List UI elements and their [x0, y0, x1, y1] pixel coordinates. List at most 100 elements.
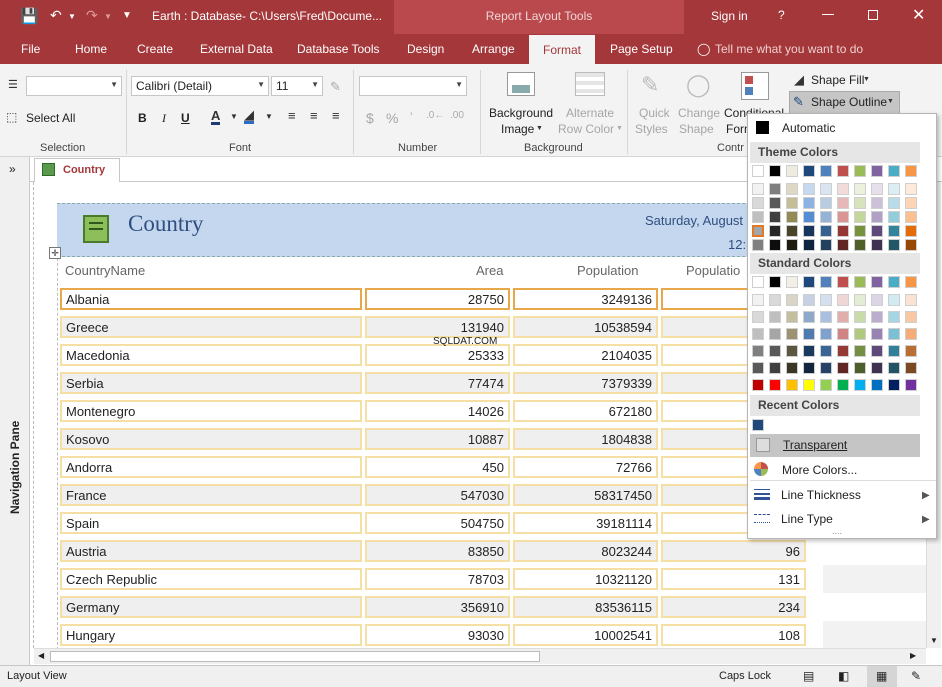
- report-view-icon[interactable]: ▤: [803, 669, 815, 683]
- standard-color-swatch[interactable]: [820, 328, 832, 340]
- undo-icon[interactable]: ↶: [50, 7, 62, 23]
- recent-color-swatch[interactable]: [752, 419, 764, 431]
- theme-color-swatch[interactable]: [752, 239, 764, 251]
- area-cell[interactable]: 28750: [365, 288, 510, 310]
- theme-color-swatch[interactable]: [905, 197, 917, 209]
- tab-database-tools[interactable]: Database Tools: [297, 42, 380, 56]
- theme-color-swatch[interactable]: [769, 225, 781, 237]
- country-name-cell[interactable]: Spain: [60, 512, 362, 534]
- report-date[interactable]: Saturday, August: [645, 213, 744, 228]
- minimize-icon[interactable]: [822, 14, 834, 15]
- tab-design[interactable]: Design: [407, 42, 445, 56]
- standard-color-swatch[interactable]: [871, 311, 883, 323]
- restore-icon[interactable]: [868, 10, 878, 20]
- standard-color-swatch[interactable]: [752, 276, 764, 288]
- report-title[interactable]: Country: [128, 211, 204, 236]
- standard-color-swatch[interactable]: [820, 294, 832, 306]
- font-size-dropdown[interactable]: 11 ▼: [271, 76, 323, 96]
- standard-color-swatch[interactable]: [803, 294, 815, 306]
- tab-home[interactable]: Home: [75, 42, 108, 56]
- menu-resize-grip[interactable]: ....: [832, 526, 843, 536]
- table-row[interactable]: Serbia 77474 7379339: [60, 370, 810, 396]
- table-row[interactable]: Greece 131940 10538594: [60, 314, 810, 340]
- standard-color-swatch[interactable]: [854, 362, 866, 374]
- standard-color-swatch[interactable]: [769, 294, 781, 306]
- theme-color-swatch[interactable]: [888, 225, 900, 237]
- theme-color-swatch[interactable]: [837, 165, 849, 177]
- standard-color-swatch[interactable]: [769, 379, 781, 391]
- tab-format[interactable]: Format: [529, 35, 595, 65]
- standard-color-swatch[interactable]: [871, 345, 883, 357]
- theme-color-swatch[interactable]: [854, 165, 866, 177]
- design-view-icon[interactable]: ✎: [911, 669, 922, 683]
- area-cell[interactable]: 14026: [365, 400, 510, 422]
- alternate-row-color-button[interactable]: Alternate: [566, 106, 615, 120]
- standard-color-swatch[interactable]: [769, 311, 781, 323]
- standard-color-swatch[interactable]: [820, 276, 832, 288]
- standard-color-swatch[interactable]: [837, 328, 849, 340]
- help-button[interactable]: ?: [778, 8, 785, 22]
- standard-color-swatch[interactable]: [905, 362, 917, 374]
- tab-arrange[interactable]: Arrange: [472, 42, 515, 56]
- shape-outline-button[interactable]: ✎ Shape Outline ▼: [789, 91, 900, 114]
- standard-color-swatch[interactable]: [905, 311, 917, 323]
- shape-fill-button[interactable]: Shape Fill: [811, 73, 865, 87]
- theme-color-swatch[interactable]: [786, 225, 798, 237]
- theme-color-swatch[interactable]: [837, 239, 849, 251]
- standard-color-swatch[interactable]: [837, 294, 849, 306]
- theme-color-swatch[interactable]: [871, 183, 883, 195]
- theme-color-swatch[interactable]: [871, 165, 883, 177]
- theme-color-swatch[interactable]: [786, 183, 798, 195]
- theme-color-swatch[interactable]: [905, 183, 917, 195]
- standard-color-swatch[interactable]: [888, 311, 900, 323]
- standard-color-swatch[interactable]: [854, 276, 866, 288]
- standard-color-swatch[interactable]: [837, 311, 849, 323]
- standard-color-swatch[interactable]: [803, 311, 815, 323]
- bold-button[interactable]: B: [138, 111, 147, 125]
- theme-color-swatch[interactable]: [854, 197, 866, 209]
- line-type-item[interactable]: Line Type: [781, 512, 833, 526]
- theme-color-swatch[interactable]: [837, 225, 849, 237]
- theme-color-swatch[interactable]: [854, 225, 866, 237]
- standard-color-swatch[interactable]: [905, 345, 917, 357]
- standard-color-swatch[interactable]: [871, 294, 883, 306]
- scroll-right-icon[interactable]: ▶: [910, 651, 917, 660]
- standard-color-swatch[interactable]: [854, 328, 866, 340]
- document-tab-country[interactable]: Country: [34, 158, 120, 182]
- line-thickness-item[interactable]: Line Thickness: [781, 488, 861, 502]
- population-cell[interactable]: 39181114: [513, 512, 658, 534]
- theme-color-swatch[interactable]: [854, 239, 866, 251]
- theme-color-swatch[interactable]: [769, 183, 781, 195]
- close-icon[interactable]: ✕: [912, 7, 926, 24]
- automatic-color-item[interactable]: Automatic: [782, 121, 836, 135]
- standard-color-swatch[interactable]: [820, 379, 832, 391]
- area-cell[interactable]: 77474: [365, 372, 510, 394]
- theme-color-swatch[interactable]: [837, 197, 849, 209]
- standard-color-swatch[interactable]: [905, 276, 917, 288]
- column-header-countryname[interactable]: CountryName: [65, 263, 146, 278]
- column-header-area[interactable]: Area: [476, 263, 504, 278]
- column-header-population-2[interactable]: Populatio: [686, 263, 741, 278]
- table-row[interactable]: France 547030 58317450: [60, 482, 810, 508]
- chevron-down-icon[interactable]: ▼: [265, 112, 273, 121]
- population-cell[interactable]: 3249136: [513, 288, 658, 310]
- theme-color-swatch[interactable]: [752, 225, 764, 237]
- standard-color-swatch[interactable]: [803, 276, 815, 288]
- standard-color-swatch[interactable]: [854, 345, 866, 357]
- country-name-cell[interactable]: Germany: [60, 596, 362, 618]
- horizontal-scrollbar[interactable]: ◀ ▶: [34, 648, 926, 664]
- population-cell[interactable]: 672180: [513, 400, 658, 422]
- theme-color-swatch[interactable]: [837, 183, 849, 195]
- column-header-population[interactable]: Population: [577, 263, 639, 278]
- table-row[interactable]: Czech Republic 78703 10321120 131: [60, 566, 810, 592]
- country-name-cell[interactable]: Hungary: [60, 624, 362, 646]
- standard-color-swatch[interactable]: [769, 362, 781, 374]
- theme-color-swatch[interactable]: [803, 211, 815, 223]
- customize-qat-icon[interactable]: ▼: [122, 10, 132, 21]
- population-cell[interactable]: 8023244: [513, 540, 658, 562]
- horizontal-scroll-thumb[interactable]: [50, 651, 540, 662]
- country-name-cell[interactable]: Montenegro: [60, 400, 362, 422]
- theme-color-swatch[interactable]: [888, 183, 900, 195]
- standard-color-swatch[interactable]: [854, 311, 866, 323]
- theme-color-swatch[interactable]: [820, 183, 832, 195]
